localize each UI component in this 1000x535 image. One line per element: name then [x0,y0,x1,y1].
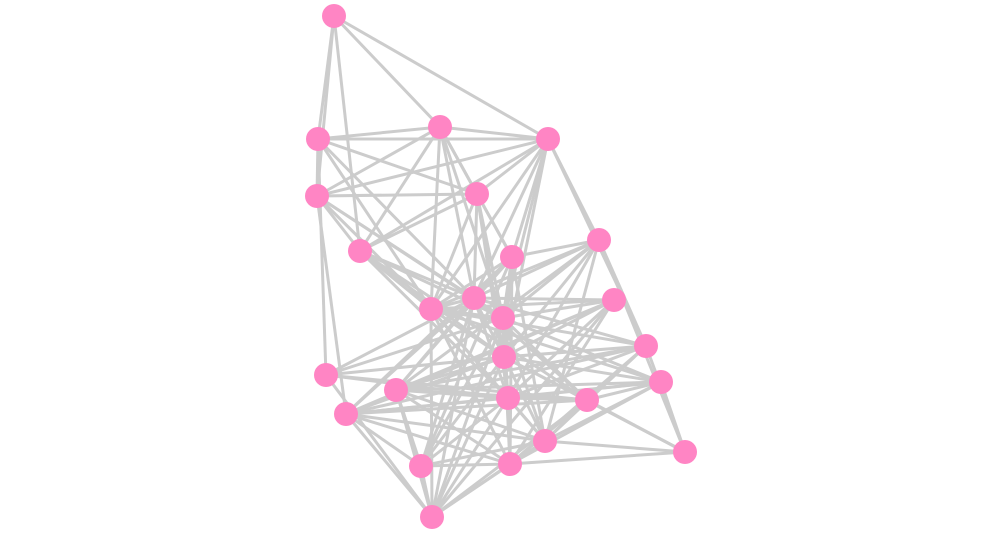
edge [316,138,433,310]
edge [395,380,662,392]
edge [325,316,504,377]
edge [332,14,442,129]
edge [472,138,550,299]
edge [430,255,513,311]
edge [420,439,546,468]
edge [395,388,546,443]
edge [430,299,616,518]
edge [317,137,478,196]
edge [508,299,616,465]
node [575,388,599,412]
node [634,334,658,358]
edge [316,137,476,300]
edge [431,462,511,519]
edge [332,15,362,252]
edge [316,137,549,198]
nodes [305,4,697,529]
edge [503,344,647,359]
edge [325,355,505,377]
edge [439,125,549,141]
node [649,370,673,394]
edge [316,192,478,198]
edge [345,412,511,466]
edge [395,344,647,392]
edge [344,413,434,518]
edge [358,126,442,252]
edge [345,344,647,416]
node [491,306,515,330]
edge [438,126,476,299]
edge [659,381,687,453]
edge [430,317,505,518]
edge [359,192,478,253]
edges [315,14,687,519]
node [322,4,346,28]
node [420,505,444,529]
edge [475,193,514,258]
edge [502,298,615,320]
edge [316,138,328,376]
node [496,386,520,410]
edge [333,14,549,141]
node [428,115,452,139]
edge [430,307,647,348]
edge [429,138,550,310]
edge [429,126,442,310]
edge [544,439,686,454]
edge [586,398,686,454]
edge [345,398,588,416]
edge [476,137,549,196]
edge [509,380,662,466]
node [314,363,338,387]
edge [420,462,511,468]
node [500,245,524,269]
edge [501,316,589,402]
edge [507,344,647,400]
edge [503,355,662,384]
edge [586,380,662,402]
edge [503,298,615,359]
node [533,429,557,453]
edge [511,238,600,259]
node [419,297,443,321]
node [492,345,516,369]
node [305,184,329,208]
node [536,127,560,151]
edge [317,125,441,141]
node [348,239,372,263]
node [306,127,330,151]
edge [345,412,546,443]
edge [324,374,434,518]
node [602,288,626,312]
node [465,182,489,206]
node [673,440,697,464]
node [587,228,611,252]
edge [420,396,509,468]
edge [501,317,547,442]
node [334,402,358,426]
edge [345,412,422,468]
node [498,452,522,476]
edge [430,298,615,311]
edge [429,193,479,310]
node [462,286,486,310]
edge [509,450,686,466]
node [409,454,433,478]
node [384,378,408,402]
